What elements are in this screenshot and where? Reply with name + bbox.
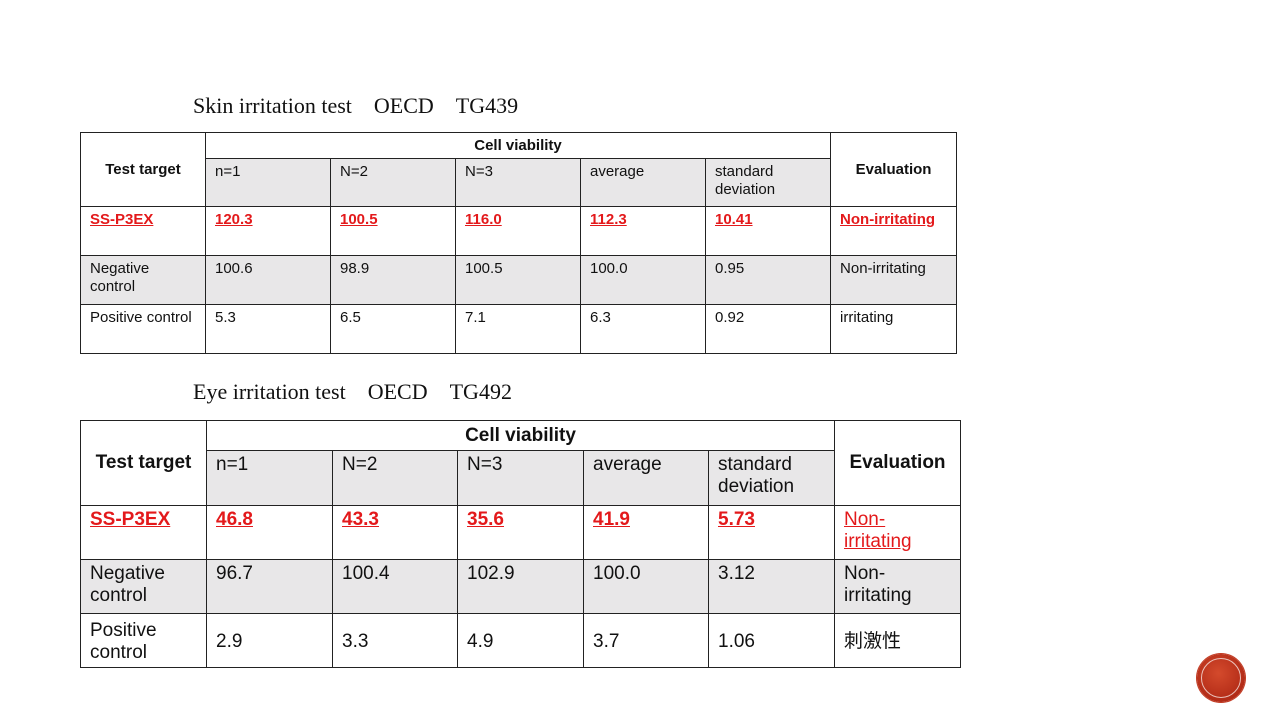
row-value: 1.06 — [708, 613, 835, 668]
header-evaluation: Evaluation — [834, 420, 961, 506]
row-value: 112.3 — [580, 206, 706, 256]
row-value: 96.7 — [206, 559, 333, 614]
row-evaluation: Non-irritating — [830, 206, 958, 256]
row-target: Positive control — [80, 304, 206, 354]
table-row: Negative control 100.6 98.9 100.5 100.0 … — [80, 255, 958, 305]
row-target: Negative control — [80, 559, 207, 614]
row-target: Negative control — [80, 255, 206, 305]
row-evaluation: Non-irritating — [834, 505, 961, 560]
header-test-target: Test target — [80, 420, 207, 506]
subheader-std-dev: standard deviation — [704, 158, 832, 207]
row-value: 100.0 — [580, 255, 706, 305]
table-row: Negative control 96.7 100.4 102.9 100.0 … — [80, 559, 961, 614]
row-value: 43.3 — [332, 505, 458, 560]
subheader-n3: N=3 — [455, 158, 581, 207]
row-value: 102.9 — [457, 559, 584, 614]
subheader-n1: n=1 — [205, 158, 331, 207]
header-cell-viability: Cell viability — [206, 420, 835, 451]
row-value: 10.41 — [704, 206, 832, 256]
subheader-average: average — [583, 450, 709, 506]
row-value: 4.9 — [457, 613, 584, 668]
row-target: SS-P3EX — [80, 505, 207, 560]
row-value: 0.95 — [704, 255, 832, 305]
table-row: Positive control 2.9 3.3 4.9 3.7 1.06 刺激… — [80, 613, 961, 668]
row-evaluation: irritating — [830, 304, 958, 354]
row-value: 35.6 — [457, 505, 584, 560]
row-value: 100.0 — [583, 559, 709, 614]
skin-irritation-title: Skin irritation test OECD TG439 — [193, 93, 519, 118]
row-evaluation: 刺激性 — [834, 613, 961, 668]
row-value: 3.3 — [332, 613, 458, 668]
row-value: 100.6 — [205, 255, 331, 305]
subheader-n2: N=2 — [332, 450, 458, 506]
row-value: 6.5 — [330, 304, 456, 354]
row-value: 116.0 — [455, 206, 581, 256]
logo-circle-icon — [1197, 654, 1245, 702]
header-evaluation: Evaluation — [830, 132, 958, 207]
row-value: 7.1 — [455, 304, 581, 354]
row-value: 6.3 — [580, 304, 706, 354]
row-value: 5.3 — [205, 304, 331, 354]
eye-irritation-table: Test target Cell viability Evaluation n=… — [80, 420, 961, 668]
skin-irritation-table: Test target Cell viability Evaluation n=… — [80, 132, 958, 354]
eye-irritation-title: Eye irritation test OECD TG492 — [193, 379, 512, 404]
table-row: SS-P3EX 120.3 100.5 116.0 112.3 10.41 No… — [80, 206, 958, 256]
header-test-target: Test target — [80, 132, 206, 207]
subheader-n2: N=2 — [330, 158, 456, 207]
subheader-std-dev: standard deviation — [708, 450, 835, 506]
row-value: 5.73 — [708, 505, 835, 560]
subheader-n3: N=3 — [457, 450, 584, 506]
row-value: 3.7 — [583, 613, 709, 668]
row-target: Positive control — [80, 613, 207, 668]
row-value: 100.5 — [330, 206, 456, 256]
table-row: SS-P3EX 46.8 43.3 35.6 41.9 5.73 Non-irr… — [80, 505, 961, 560]
row-evaluation: Non-irritating — [830, 255, 958, 305]
row-value: 100.4 — [332, 559, 458, 614]
row-value: 0.92 — [704, 304, 832, 354]
subheader-n1: n=1 — [206, 450, 333, 506]
row-value: 3.12 — [708, 559, 835, 614]
header-cell-viability: Cell viability — [204, 132, 832, 159]
row-value: 2.9 — [206, 613, 333, 668]
row-value: 46.8 — [206, 505, 333, 560]
table-row: Positive control 5.3 6.5 7.1 6.3 0.92 ir… — [80, 304, 958, 354]
row-value: 98.9 — [330, 255, 456, 305]
row-value: 120.3 — [205, 206, 331, 256]
subheader-average: average — [580, 158, 706, 207]
row-evaluation: Non-irritating — [834, 559, 961, 614]
row-value: 41.9 — [583, 505, 709, 560]
row-target: SS-P3EX — [80, 206, 206, 256]
row-value: 100.5 — [455, 255, 581, 305]
